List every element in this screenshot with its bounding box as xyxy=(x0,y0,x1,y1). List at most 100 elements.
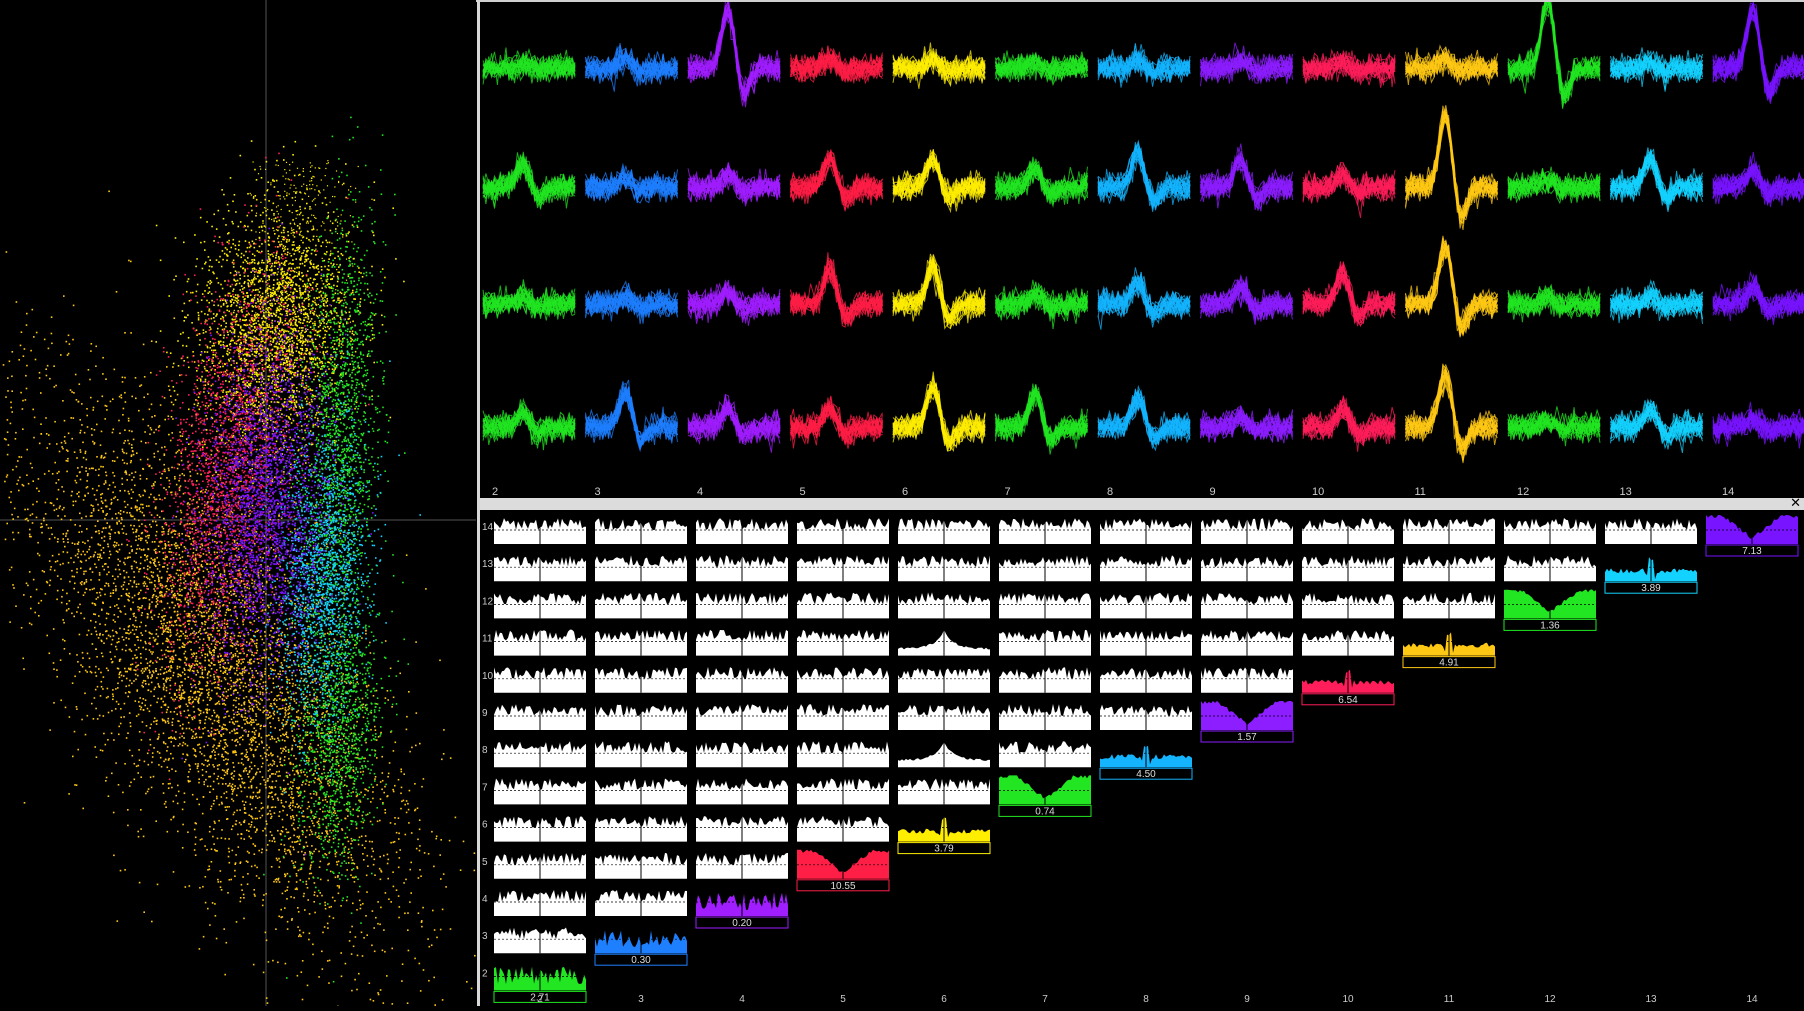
ccg-cell[interactable] xyxy=(797,551,889,581)
close-icon[interactable]: ✕ xyxy=(1790,496,1801,510)
acg-cell-unit-8[interactable]: 4.50 xyxy=(1100,737,1192,780)
acg-cell-unit-6[interactable]: 3.79 xyxy=(898,812,990,855)
ccg-cell[interactable] xyxy=(696,588,788,618)
ccg-cell[interactable] xyxy=(1403,551,1495,581)
ccg-cell[interactable] xyxy=(999,626,1091,656)
ccg-cell[interactable] xyxy=(696,626,788,656)
ccg-cell[interactable] xyxy=(1201,551,1293,581)
waveform-column-unit-12[interactable] xyxy=(1508,2,1600,446)
ccg-cell[interactable] xyxy=(898,737,990,767)
ccg-cell[interactable] xyxy=(595,774,687,804)
ccg-cell[interactable] xyxy=(1100,551,1192,581)
ccg-cell[interactable] xyxy=(1100,588,1192,618)
ccg-cell[interactable] xyxy=(898,700,990,730)
waveform-column-unit-5[interactable] xyxy=(791,46,883,449)
acg-cell-unit-3[interactable]: 0.30 xyxy=(595,923,687,966)
ccg-cell[interactable] xyxy=(898,551,990,581)
ccg-cell[interactable] xyxy=(999,663,1091,693)
acg-cell-unit-11[interactable]: 4.91 xyxy=(1403,626,1495,669)
ccg-cell[interactable] xyxy=(696,663,788,693)
waveform-column-unit-13[interactable] xyxy=(1611,47,1703,453)
ccg-cell[interactable] xyxy=(595,737,687,767)
ccg-cell[interactable] xyxy=(797,588,889,618)
waveform-column-unit-2[interactable] xyxy=(483,48,575,451)
correlogram-matrix[interactable]: 147.13133.89121.36114.91106.5491.5784.50… xyxy=(480,510,1804,1006)
acg-cell-unit-14[interactable]: 7.13 xyxy=(1706,514,1798,557)
ccg-cell[interactable] xyxy=(494,551,586,581)
waveform-column-unit-10[interactable] xyxy=(1303,50,1395,451)
acg-cell-unit-4[interactable]: 0.20 xyxy=(696,886,788,929)
ccg-cell[interactable] xyxy=(1201,514,1293,544)
ccg-cell[interactable] xyxy=(1100,514,1192,544)
ccg-cell[interactable] xyxy=(797,514,889,544)
ccg-cell[interactable] xyxy=(797,812,889,842)
ccg-cell[interactable] xyxy=(1100,700,1192,730)
ccg-cell[interactable] xyxy=(595,849,687,879)
ccg-cell[interactable] xyxy=(696,812,788,842)
ccg-cell[interactable] xyxy=(999,737,1091,767)
ccg-cell[interactable] xyxy=(898,663,990,693)
ccg-cell[interactable] xyxy=(797,663,889,693)
ccg-cell[interactable] xyxy=(595,551,687,581)
waveform-column-unit-4[interactable] xyxy=(688,2,780,453)
ccg-cell[interactable] xyxy=(1201,663,1293,693)
ccg-cell[interactable] xyxy=(797,737,889,767)
ccg-cell[interactable] xyxy=(898,774,990,804)
ccg-cell[interactable] xyxy=(696,737,788,767)
ccg-cell[interactable] xyxy=(696,551,788,581)
ccg-cell[interactable] xyxy=(595,588,687,618)
ccg-cell[interactable] xyxy=(898,514,990,544)
ccg-cell[interactable] xyxy=(494,663,586,693)
waveform-column-unit-9[interactable] xyxy=(1201,43,1293,444)
ccg-cell[interactable] xyxy=(494,588,586,618)
ccg-cell[interactable] xyxy=(494,774,586,804)
ccg-cell[interactable] xyxy=(494,700,586,730)
ccg-cell[interactable] xyxy=(1403,588,1495,618)
ccg-cell[interactable] xyxy=(1504,551,1596,581)
ccg-cell[interactable] xyxy=(696,514,788,544)
ccg-cell[interactable] xyxy=(595,626,687,656)
ccg-cell[interactable] xyxy=(1605,514,1697,544)
waveform-column-unit-6[interactable] xyxy=(893,43,985,452)
feature-scatter-view[interactable] xyxy=(0,0,476,1006)
ccg-cell[interactable] xyxy=(999,514,1091,544)
ccg-cell[interactable] xyxy=(898,588,990,618)
ccg-cell[interactable] xyxy=(595,812,687,842)
ccg-cell[interactable] xyxy=(696,700,788,730)
ccg-cell[interactable] xyxy=(999,700,1091,730)
ccg-cell[interactable] xyxy=(999,588,1091,618)
ccg-cell[interactable] xyxy=(898,626,990,656)
acg-cell-unit-12[interactable]: 1.36 xyxy=(1504,588,1596,631)
ccg-cell[interactable] xyxy=(1302,551,1394,581)
ccg-cell[interactable] xyxy=(595,663,687,693)
ccg-cell[interactable] xyxy=(494,886,586,916)
ccg-cell[interactable] xyxy=(595,700,687,730)
waveform-column-unit-8[interactable] xyxy=(1098,43,1190,450)
waveform-column-unit-11[interactable] xyxy=(1406,46,1498,463)
ccg-cell[interactable] xyxy=(1302,626,1394,656)
ccg-cell[interactable] xyxy=(1100,663,1192,693)
ccg-cell[interactable] xyxy=(595,886,687,916)
waveform-column-unit-3[interactable] xyxy=(586,43,678,450)
ccg-cell[interactable] xyxy=(696,774,788,804)
ccg-cell[interactable] xyxy=(1302,588,1394,618)
acg-cell-unit-13[interactable]: 3.89 xyxy=(1605,551,1697,594)
acg-cell-unit-5[interactable]: 10.55 xyxy=(797,849,889,892)
ccg-cell[interactable] xyxy=(1504,514,1596,544)
acg-cell-unit-7[interactable]: 0.74 xyxy=(999,774,1091,817)
ccg-cell[interactable] xyxy=(1302,514,1394,544)
ccg-cell[interactable] xyxy=(1201,626,1293,656)
feature-scatter-plot[interactable] xyxy=(0,0,476,1006)
ccg-cell[interactable] xyxy=(1403,514,1495,544)
ccg-cell[interactable] xyxy=(494,812,586,842)
ccg-cell[interactable] xyxy=(999,551,1091,581)
ccg-cell[interactable] xyxy=(494,923,586,953)
ccg-cell[interactable] xyxy=(696,849,788,879)
ccg-cell[interactable] xyxy=(494,626,586,656)
acg-cell-unit-10[interactable]: 6.54 xyxy=(1302,663,1394,706)
waveform-column-unit-14[interactable] xyxy=(1713,2,1804,448)
ccg-cell[interactable] xyxy=(797,626,889,656)
